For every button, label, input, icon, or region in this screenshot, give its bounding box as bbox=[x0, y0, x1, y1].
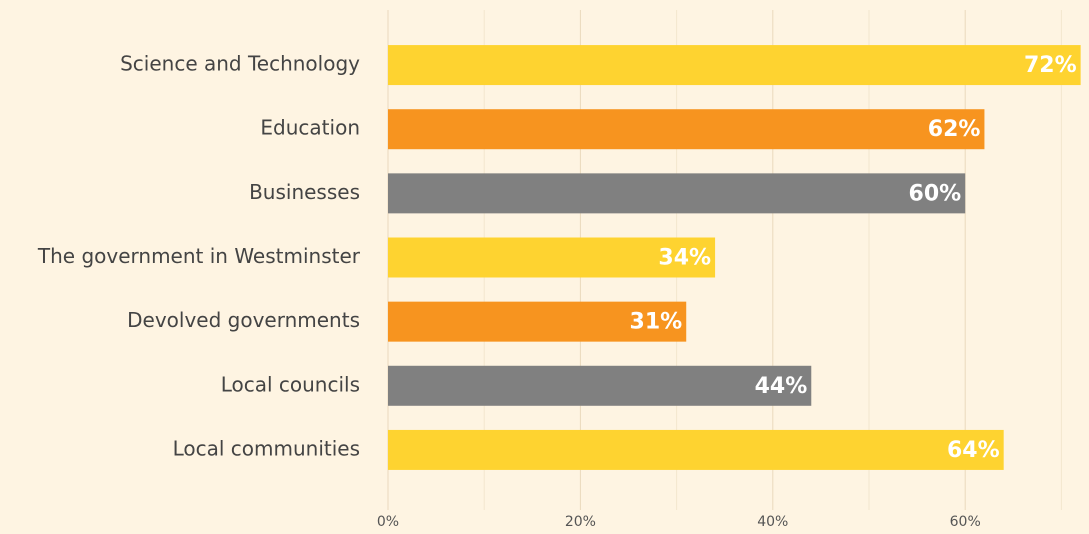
category-label: Devolved governments bbox=[127, 308, 360, 332]
x-tick-label: 20% bbox=[565, 514, 596, 530]
value-label: 62% bbox=[928, 117, 981, 142]
bar bbox=[388, 45, 1081, 86]
value-label: 34% bbox=[658, 246, 711, 271]
bar bbox=[388, 365, 812, 406]
category-label: The government in Westminster bbox=[37, 244, 361, 268]
bar bbox=[388, 429, 1004, 470]
x-tick-label: 40% bbox=[757, 514, 788, 530]
value-label: 31% bbox=[630, 310, 683, 335]
bar bbox=[388, 237, 716, 278]
category-label: Science and Technology bbox=[120, 52, 360, 76]
bar bbox=[388, 301, 687, 342]
bar bbox=[388, 173, 966, 214]
category-label: Local communities bbox=[173, 436, 360, 460]
value-label: 60% bbox=[909, 181, 962, 206]
category-label: Businesses bbox=[249, 180, 360, 204]
bar bbox=[388, 109, 985, 150]
value-label: 64% bbox=[947, 438, 1000, 463]
category-label: Education bbox=[260, 116, 360, 140]
x-tick-label: 60% bbox=[950, 514, 981, 530]
x-tick-label: 0% bbox=[377, 514, 399, 530]
value-label: 72% bbox=[1024, 53, 1077, 78]
category-label: Local councils bbox=[221, 372, 360, 396]
value-label: 44% bbox=[755, 374, 808, 399]
